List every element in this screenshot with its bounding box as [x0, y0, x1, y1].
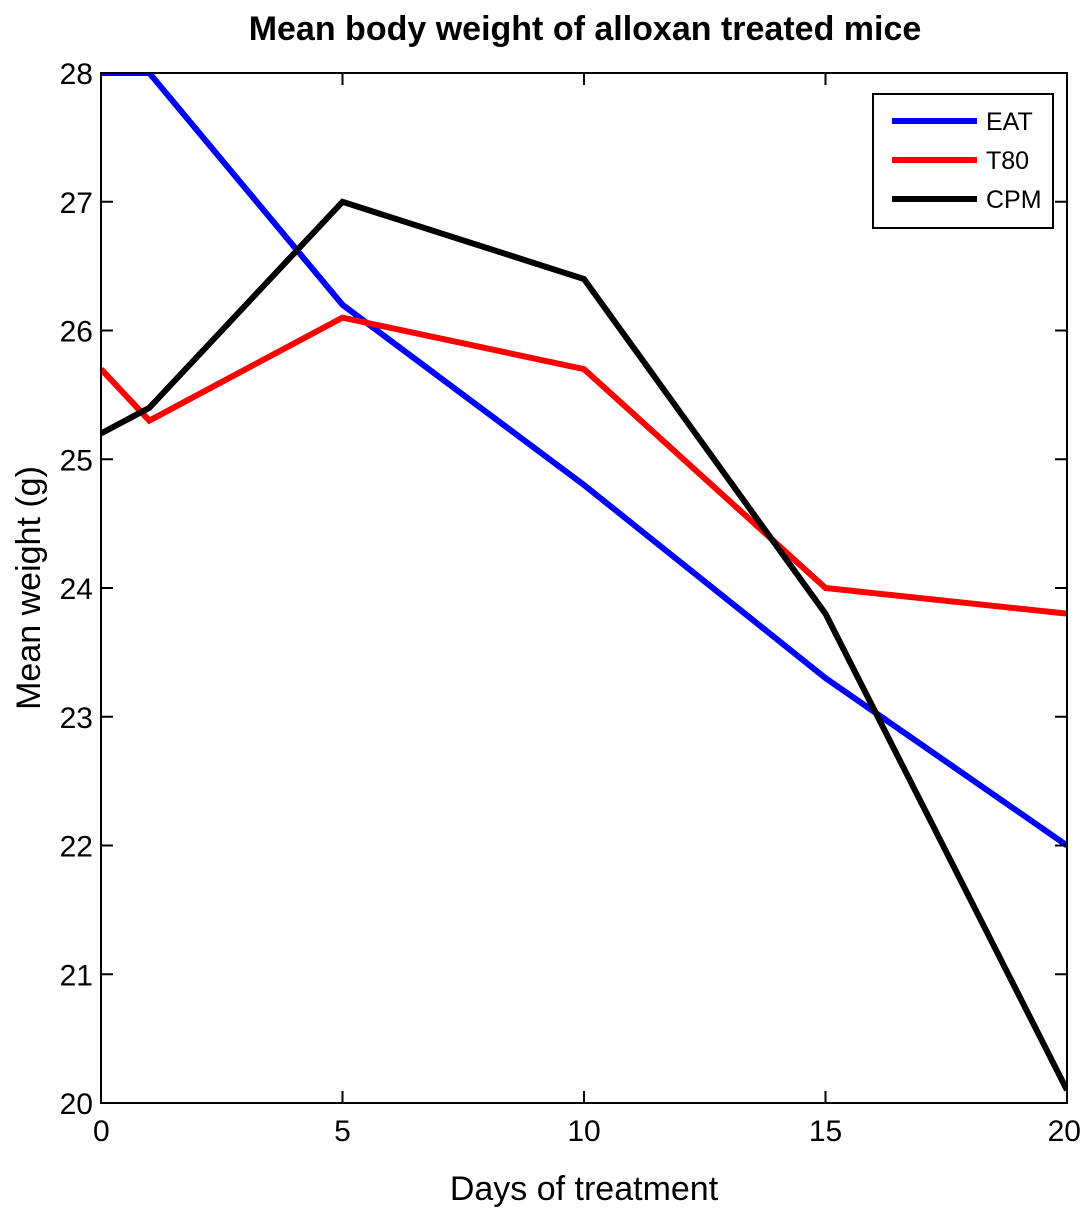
series-line-t80 — [101, 314, 1067, 617]
y-tick-label: 24 — [60, 573, 93, 606]
y-tick-label: 20 — [60, 1088, 93, 1121]
legend-label-cpm: CPM — [986, 186, 1042, 214]
x-axis-label: Days of treatment — [450, 1170, 719, 1208]
x-tick-label: 10 — [567, 1115, 600, 1148]
plot-area — [101, 73, 1067, 1092]
y-tick-label: 27 — [60, 187, 93, 220]
x-tick-label: 0 — [93, 1115, 110, 1148]
x-tick-label: 20 — [1048, 1115, 1081, 1148]
series-line-eat — [101, 73, 1067, 848]
x-tick-label: 15 — [809, 1115, 842, 1148]
legend-label-eat: EAT — [986, 108, 1033, 136]
y-tick-label: 25 — [60, 444, 93, 477]
x-tick-label: 5 — [334, 1115, 351, 1148]
y-tick-label: 23 — [60, 702, 93, 735]
legend: EAT T80 CPM — [872, 93, 1054, 229]
y-tick-label: 22 — [60, 831, 93, 864]
legend-label-t80: T80 — [986, 147, 1029, 175]
y-tick-label: 28 — [60, 58, 93, 91]
y-axis-label: Mean weight (g) — [10, 466, 48, 710]
axis-ticks: 0 5 10 15 20 20 21 22 23 24 25 26 27 28 — [60, 58, 1081, 1148]
chart-title: Mean body weight of alloxan treated mice — [249, 10, 922, 48]
y-tick-label: 21 — [60, 959, 93, 992]
y-tick-label: 26 — [60, 316, 93, 349]
series-line-cpm — [101, 198, 1067, 1092]
